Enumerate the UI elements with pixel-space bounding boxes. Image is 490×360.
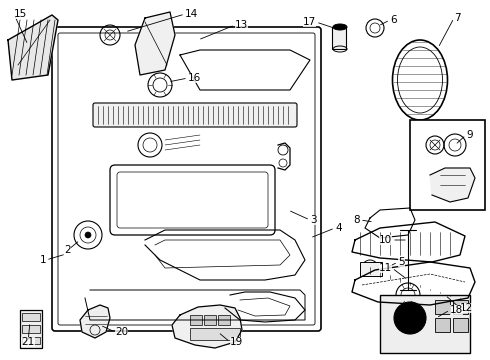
Bar [435,300,450,314]
Text: 3: 3 [310,215,317,225]
Bar [22,337,40,344]
Polygon shape [430,168,475,202]
Bar [218,315,230,325]
FancyBboxPatch shape [93,103,297,127]
Bar [22,313,40,321]
Polygon shape [135,12,175,75]
Bar [20,310,42,348]
Ellipse shape [333,24,347,30]
FancyBboxPatch shape [110,165,275,235]
FancyBboxPatch shape [52,27,321,331]
Text: 4: 4 [335,223,342,233]
Polygon shape [8,15,58,80]
Text: 7: 7 [454,13,461,23]
Text: 16: 16 [188,73,201,83]
Circle shape [85,232,91,238]
Text: 5: 5 [398,257,405,267]
Text: 21: 21 [22,337,35,347]
Bar [435,318,450,332]
Polygon shape [172,305,242,348]
Polygon shape [80,305,110,338]
Bar [190,315,202,325]
Text: 18: 18 [450,305,463,315]
Bar [453,318,468,332]
Text: 8: 8 [353,215,360,225]
Bar [453,300,468,314]
Bar [410,120,485,210]
Bar [332,27,346,49]
Bar [22,325,40,333]
Text: 14: 14 [185,9,198,19]
Text: 20: 20 [115,327,128,337]
Bar [204,315,216,325]
Text: 12: 12 [460,303,473,313]
Text: 1: 1 [39,255,46,265]
Bar [360,262,382,276]
Text: 11: 11 [379,263,392,273]
Text: 10: 10 [379,235,392,245]
Bar [190,328,240,340]
Text: 19: 19 [230,337,243,347]
Text: 17: 17 [303,17,316,27]
Text: 15: 15 [14,9,27,19]
Text: 6: 6 [390,15,396,25]
Text: 13: 13 [235,20,248,30]
Circle shape [394,302,426,334]
Bar [380,295,470,353]
Text: 9: 9 [466,130,473,140]
Text: 2: 2 [65,245,72,255]
